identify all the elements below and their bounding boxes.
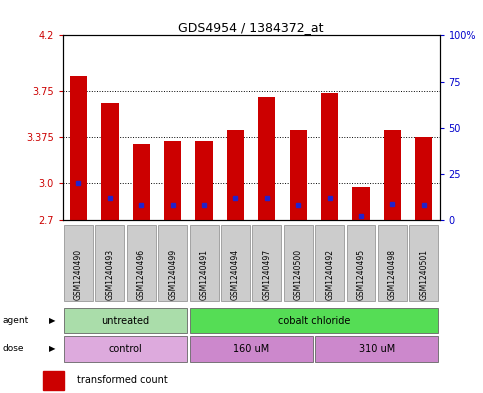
Text: dose: dose	[2, 345, 24, 353]
Bar	[290, 130, 307, 220]
FancyBboxPatch shape	[64, 336, 187, 362]
Text: GSM1240498: GSM1240498	[388, 249, 397, 300]
FancyBboxPatch shape	[284, 225, 313, 301]
Bar	[133, 144, 150, 220]
FancyBboxPatch shape	[190, 336, 313, 362]
FancyBboxPatch shape	[347, 225, 375, 301]
Bar	[227, 130, 244, 220]
FancyBboxPatch shape	[158, 225, 187, 301]
FancyBboxPatch shape	[378, 225, 407, 301]
FancyBboxPatch shape	[410, 225, 438, 301]
Bar	[258, 97, 275, 220]
Text: transformed count: transformed count	[77, 375, 168, 385]
Text: 160 uM: 160 uM	[233, 344, 270, 354]
Bar	[415, 137, 432, 220]
Bar	[43, 371, 64, 390]
Text: GSM1240494: GSM1240494	[231, 249, 240, 300]
FancyBboxPatch shape	[64, 225, 93, 301]
Text: GSM1240491: GSM1240491	[199, 249, 209, 300]
FancyBboxPatch shape	[315, 225, 344, 301]
Bar	[164, 141, 181, 220]
Text: 310 uM: 310 uM	[358, 344, 395, 354]
FancyBboxPatch shape	[190, 308, 438, 333]
Text: GSM1240499: GSM1240499	[168, 249, 177, 300]
Text: GSM1240497: GSM1240497	[262, 249, 271, 300]
Text: ▶: ▶	[49, 316, 56, 325]
Bar	[70, 76, 87, 220]
FancyBboxPatch shape	[221, 225, 250, 301]
Text: GSM1240500: GSM1240500	[294, 249, 303, 300]
Text: agent: agent	[2, 316, 28, 325]
FancyBboxPatch shape	[64, 308, 187, 333]
Text: cobalt chloride: cobalt chloride	[278, 316, 350, 326]
Text: GSM1240493: GSM1240493	[105, 249, 114, 300]
Text: ▶: ▶	[49, 345, 56, 353]
Text: untreated: untreated	[101, 316, 150, 326]
Bar	[384, 130, 401, 220]
Text: GSM1240490: GSM1240490	[74, 249, 83, 300]
FancyBboxPatch shape	[127, 225, 156, 301]
Title: GDS4954 / 1384372_at: GDS4954 / 1384372_at	[178, 21, 324, 34]
Bar	[353, 187, 369, 220]
FancyBboxPatch shape	[253, 225, 281, 301]
FancyBboxPatch shape	[96, 225, 124, 301]
FancyBboxPatch shape	[190, 225, 218, 301]
Text: GSM1240496: GSM1240496	[137, 249, 146, 300]
Bar	[196, 141, 213, 220]
Text: GSM1240495: GSM1240495	[356, 249, 366, 300]
Bar	[101, 103, 118, 220]
Text: GSM1240492: GSM1240492	[325, 249, 334, 300]
Text: control: control	[109, 344, 142, 354]
FancyBboxPatch shape	[315, 336, 438, 362]
Text: GSM1240501: GSM1240501	[419, 249, 428, 300]
Bar	[321, 93, 338, 220]
